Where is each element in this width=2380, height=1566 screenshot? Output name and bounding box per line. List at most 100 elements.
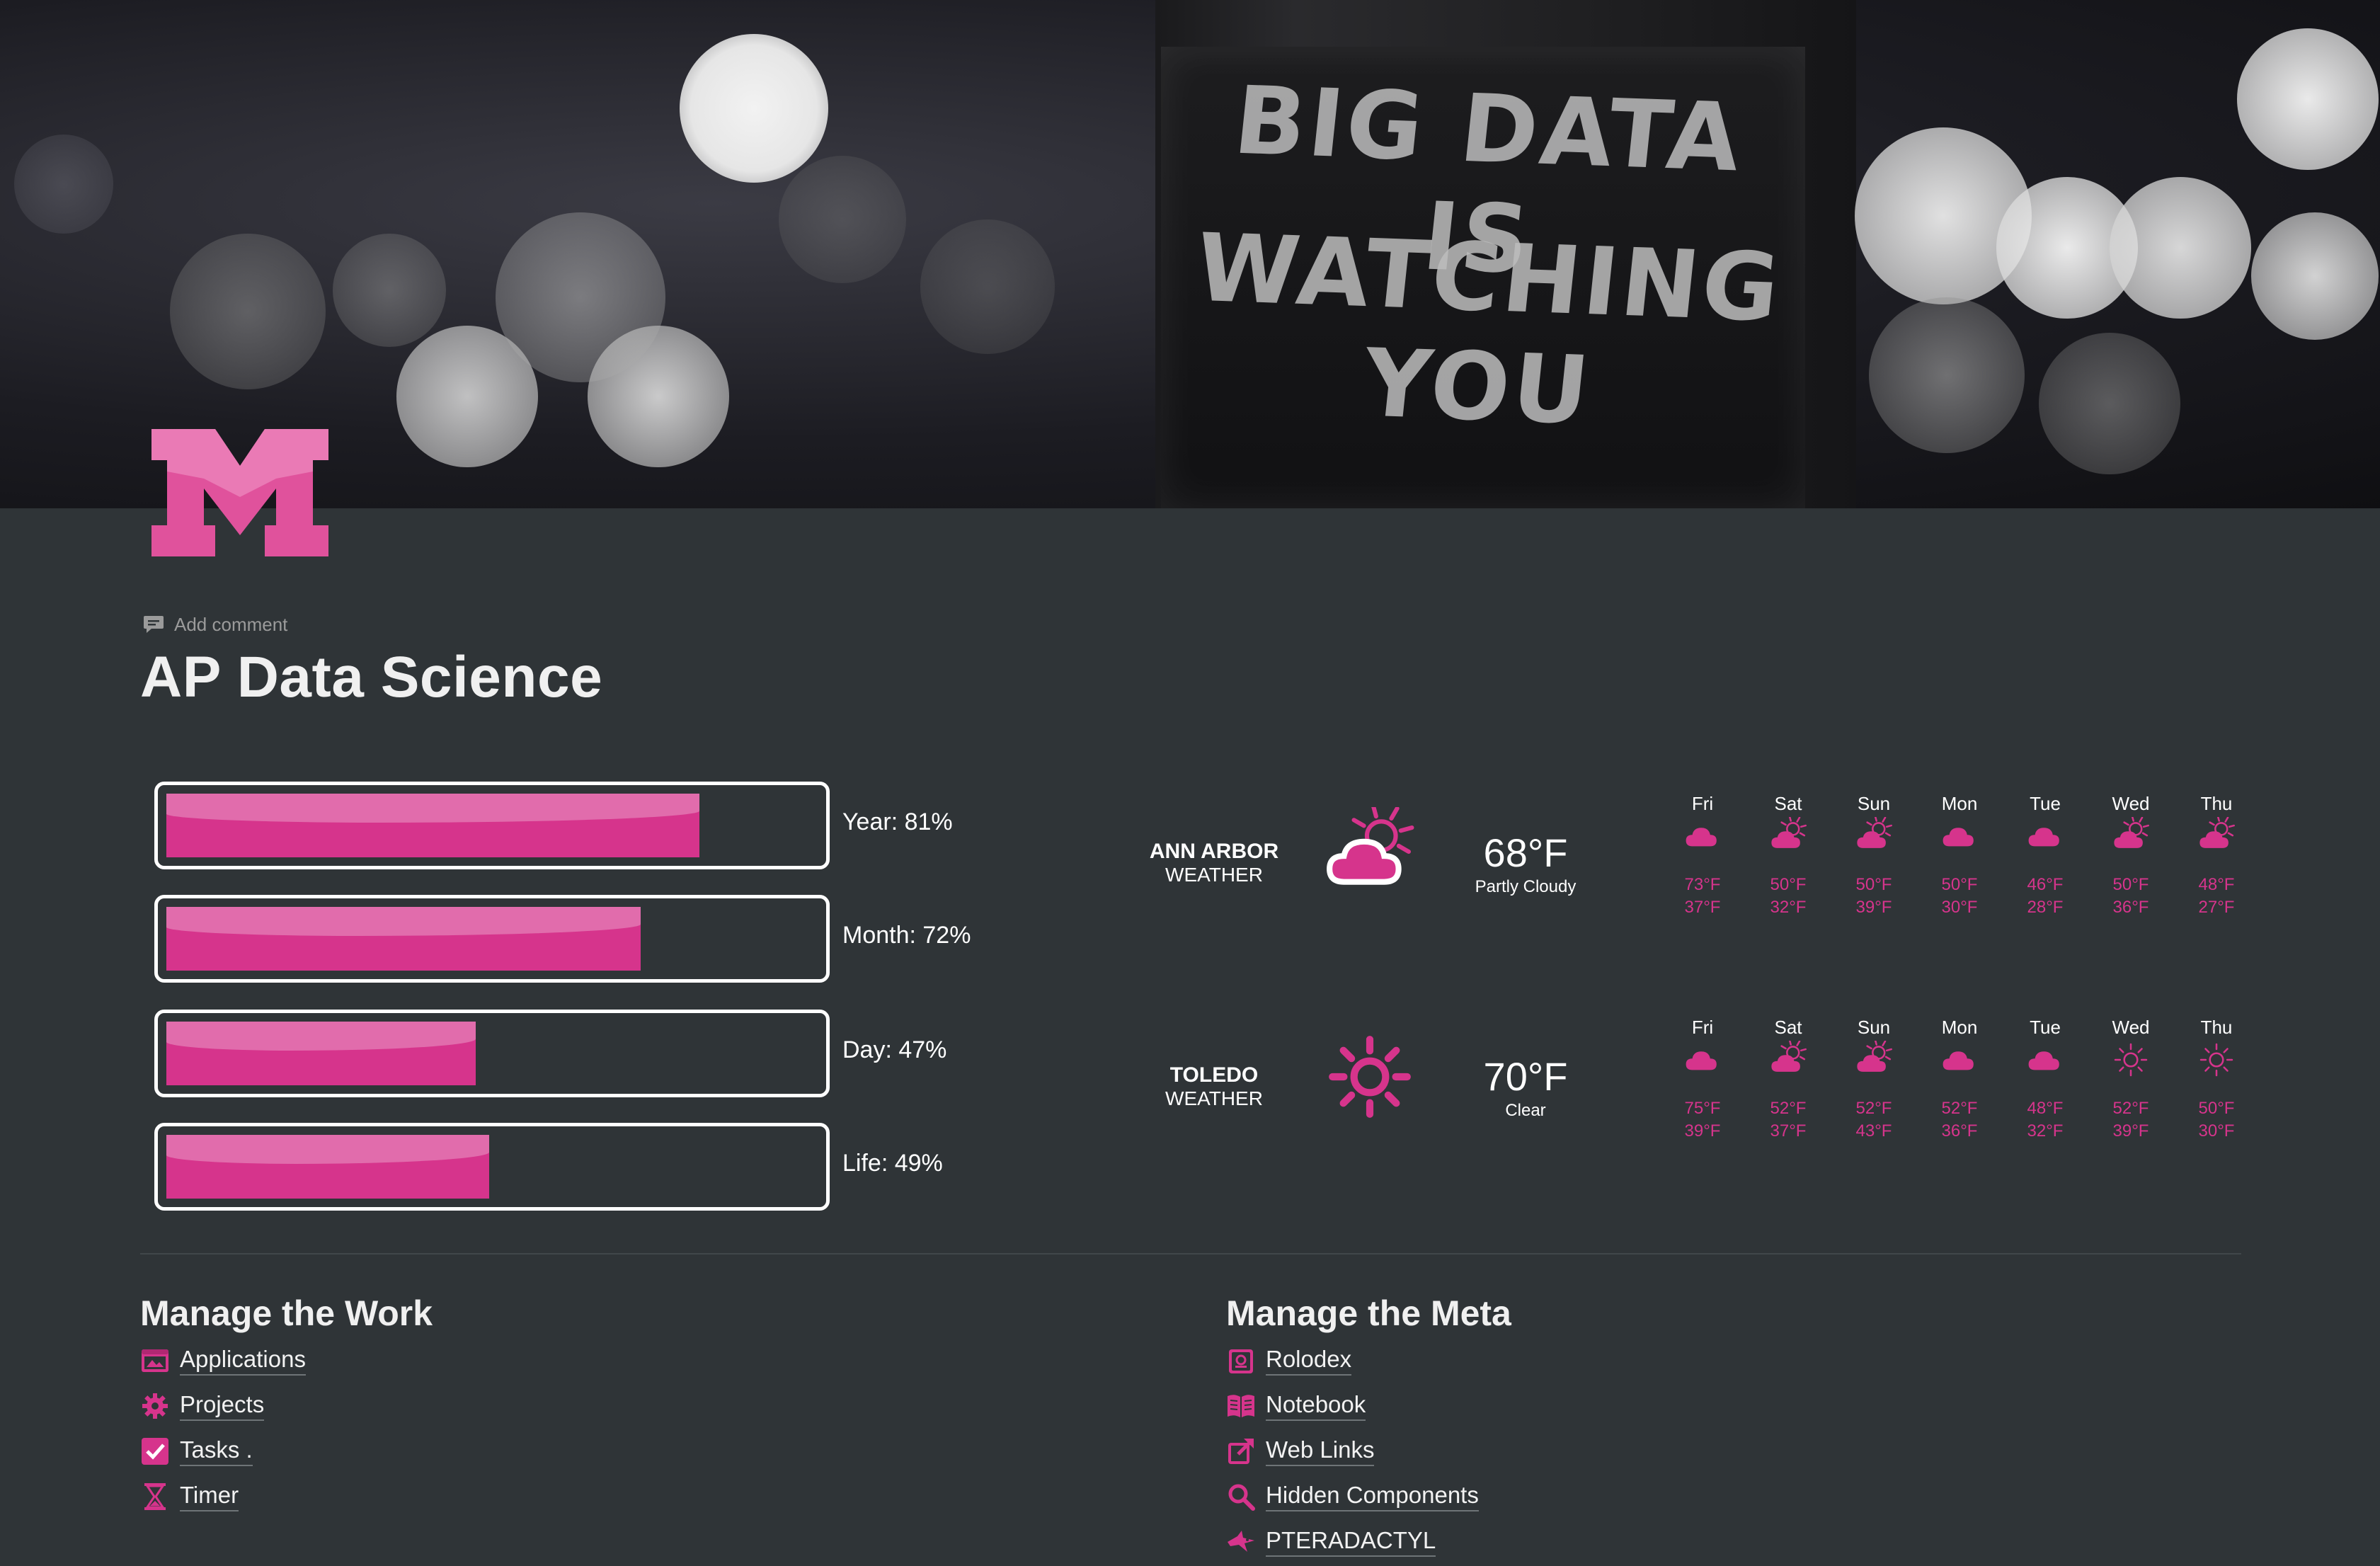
add-comment-label: Add comment: [174, 613, 288, 635]
add-comment-button[interactable]: Add comment: [143, 613, 287, 636]
bokeh-light: [496, 212, 665, 382]
link-label: Tasks .: [180, 1436, 253, 1466]
forecast-high: 50°F: [1770, 875, 1807, 894]
forecast-low: 39°F: [1684, 1121, 1721, 1141]
progress-frame: [154, 895, 830, 983]
forecast-low: 37°F: [1770, 1121, 1807, 1141]
forecast-high: 52°F: [1941, 1099, 1978, 1118]
forecast-day: Sat 50°F 32°F: [1749, 793, 1827, 919]
pterodactyl-icon: [1226, 1527, 1256, 1557]
link-timer[interactable]: Timer: [140, 1474, 777, 1519]
forecast-day: Thu 50°F 30°F: [2178, 1017, 2255, 1143]
forecast-day-label: Sun: [1857, 793, 1891, 814]
bokeh-light: [14, 135, 113, 234]
cloud-icon: [1664, 817, 1741, 874]
progress-life: Life: 49%: [154, 1123, 1004, 1211]
forecast-day: Wed 50°F 36°F: [2092, 793, 2170, 919]
city-sub: WEATHER: [1165, 1087, 1263, 1109]
forecast-high: 48°F: [2198, 875, 2235, 894]
link-web-links[interactable]: Web Links: [1226, 1429, 1863, 1474]
bokeh-light: [2251, 212, 2379, 340]
forecast-low: 36°F: [1941, 1121, 1978, 1141]
divider: [140, 1253, 2241, 1254]
link-hidden-components[interactable]: Hidden Components: [1226, 1474, 1863, 1519]
cloud-icon: [1664, 1041, 1741, 1097]
progress-fill: [166, 794, 699, 857]
current-temp: 70°F Clear: [1430, 1053, 1621, 1121]
partly-cloudy-icon: [1324, 803, 1416, 899]
forecast-day: Wed 52°F 39°F: [2092, 1017, 2170, 1143]
partly-cloudy-icon: [1835, 815, 1913, 874]
link-notebook[interactable]: Notebook: [1226, 1383, 1863, 1429]
forecast-day-label: Wed: [2112, 793, 2150, 814]
forecast-day-label: Sat: [1774, 1017, 1802, 1038]
temp-value: 70°F: [1483, 1054, 1568, 1099]
current-temp: 68°F Partly Cloudy: [1430, 830, 1621, 897]
page-title: AP Data Science: [140, 645, 603, 709]
link-label: Projects: [180, 1391, 265, 1421]
partly-cloudy-icon: [2178, 815, 2255, 874]
forecast-high: 75°F: [1684, 1099, 1721, 1118]
forecast-high: 50°F: [2112, 875, 2149, 894]
link-label: Timer: [180, 1482, 239, 1511]
cloud-icon: [2006, 1041, 2084, 1097]
forecast-day-label: Sat: [1774, 793, 1802, 814]
forecast-low: 28°F: [2027, 898, 2064, 917]
bokeh-light: [2110, 177, 2251, 319]
forecast-day: Fri 73°F 37°F: [1664, 793, 1741, 919]
section-heading: Manage the Meta: [1226, 1293, 1511, 1333]
forecast-high: 52°F: [1855, 1099, 1892, 1118]
link-projects[interactable]: Projects: [140, 1383, 777, 1429]
city-sub: WEATHER: [1165, 864, 1263, 886]
progress-day: Day: 47%: [154, 1010, 1004, 1097]
forecast-day-label: Mon: [1941, 1017, 1978, 1038]
sun-icon: [1324, 1031, 1416, 1123]
progress-year: Year: 81%: [154, 782, 1004, 869]
forecast-high: 73°F: [1684, 875, 1721, 894]
sun-icon: [2092, 1041, 2170, 1097]
link-tasks[interactable]: Tasks .: [140, 1429, 777, 1474]
weather-widget-toledo[interactable]: TOLEDO WEATHER 70°F Clear Fri 75°F 39°F Sa…: [1119, 1017, 2251, 1165]
weather-city: ANN ARBOR WEATHER: [1119, 840, 1310, 886]
forecast-high: 48°F: [2027, 1099, 2064, 1118]
forecast-day: Tue 46°F 28°F: [2006, 793, 2084, 919]
link-label: Applications: [180, 1346, 306, 1376]
rolodex-icon: [1226, 1346, 1256, 1376]
condition: Partly Cloudy: [1475, 877, 1577, 896]
weather-city: TOLEDO WEATHER: [1119, 1063, 1310, 1110]
sun-icon: [2178, 1041, 2255, 1097]
bokeh-light: [779, 156, 906, 283]
progress-fill: [166, 1135, 489, 1199]
forecast-day-label: Tue: [2030, 1017, 2061, 1038]
bokeh-light: [920, 219, 1055, 354]
link-pteradactyl[interactable]: PTERADACTYL: [1226, 1519, 1863, 1565]
forecast-day: Sat 52°F 37°F: [1749, 1017, 1827, 1143]
cloud-icon: [1921, 817, 1998, 874]
weather-widget-ann-arbor[interactable]: ANN ARBOR WEATHER 68°F Partly Cloudy Fri…: [1119, 793, 2251, 942]
forecast-high: 50°F: [2198, 1099, 2235, 1118]
forecast-low: 36°F: [2112, 898, 2149, 917]
partly-cloudy-icon: [1835, 1039, 1913, 1097]
link-rolodex[interactable]: Rolodex: [1226, 1338, 1863, 1383]
progress-frame: [154, 782, 830, 869]
progress-frame: [154, 1123, 830, 1211]
cloud-icon: [1921, 1041, 1998, 1097]
forecast-low: 32°F: [2027, 1121, 2064, 1141]
link-label: Web Links: [1266, 1436, 1375, 1466]
forecast-day-label: Fri: [1691, 1017, 1714, 1038]
forecast-high: 50°F: [1855, 875, 1892, 894]
forecast-low: 30°F: [2198, 1121, 2235, 1141]
link-applications[interactable]: Applications: [140, 1338, 777, 1383]
bokeh-light: [170, 234, 326, 389]
bokeh-light: [2039, 333, 2180, 474]
city-name: TOLEDO: [1169, 1063, 1259, 1087]
bokeh-light: [333, 234, 446, 347]
forecast-day-label: Sun: [1857, 1017, 1891, 1038]
link-label: Notebook: [1266, 1391, 1366, 1421]
magnifier-icon: [1226, 1482, 1256, 1511]
sign-board: BIG DATA IS WATCHING YOU: [1161, 47, 1805, 508]
book-icon: [1226, 1391, 1256, 1421]
block-m-logo[interactable]: [151, 429, 328, 556]
forecast-day-label: Tue: [2030, 793, 2061, 814]
gear-icon: [140, 1391, 170, 1421]
